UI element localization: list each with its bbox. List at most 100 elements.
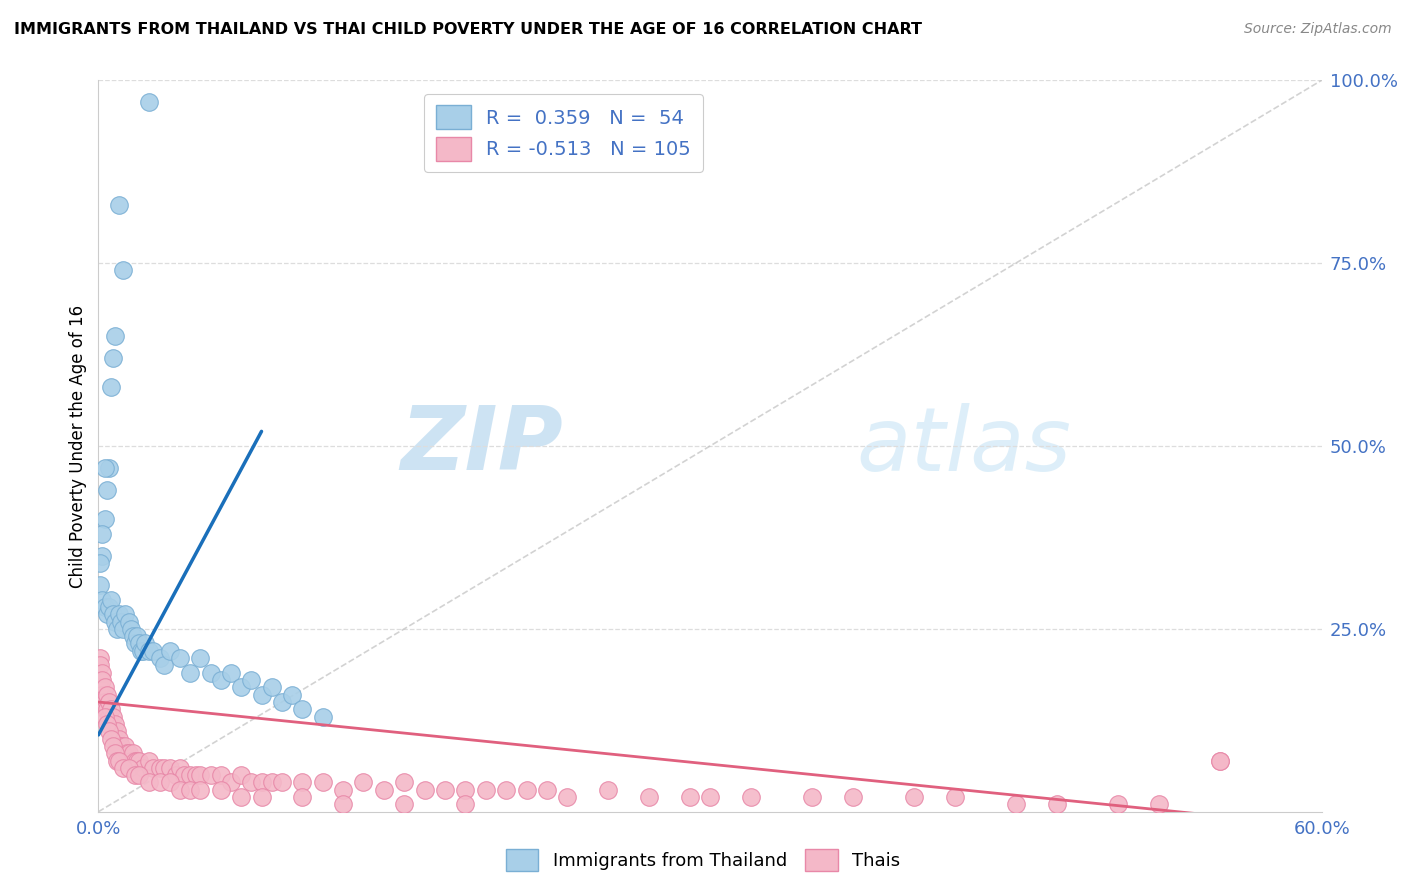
Point — [97, 695, 120, 709]
Point — [188, 768, 212, 782]
Point — [114, 607, 136, 622]
Point — [536, 782, 558, 797]
Point — [89, 673, 111, 687]
Point — [91, 665, 114, 680]
Point — [124, 754, 146, 768]
Point — [179, 782, 201, 797]
Point — [100, 731, 122, 746]
Point — [96, 483, 118, 497]
Point — [100, 717, 122, 731]
Point — [209, 768, 232, 782]
Point — [260, 775, 283, 789]
Point — [138, 775, 160, 789]
Point — [332, 797, 354, 812]
Point — [231, 790, 253, 805]
Point — [115, 746, 138, 760]
Point — [152, 658, 174, 673]
Text: atlas: atlas — [856, 403, 1071, 489]
Point — [89, 658, 111, 673]
Point — [392, 797, 416, 812]
Point — [903, 790, 925, 805]
Point — [186, 768, 208, 782]
Point — [495, 782, 517, 797]
Point — [105, 724, 128, 739]
Point — [260, 681, 283, 695]
Point — [231, 768, 253, 782]
Point — [127, 754, 149, 768]
Point — [93, 702, 115, 716]
Point — [841, 790, 863, 805]
Point — [108, 731, 131, 746]
Point — [149, 775, 172, 789]
Point — [219, 665, 242, 680]
Point — [118, 615, 141, 629]
Point — [152, 761, 174, 775]
Point — [179, 665, 201, 680]
Point — [91, 592, 114, 607]
Point — [100, 592, 122, 607]
Point — [111, 622, 134, 636]
Point — [104, 746, 127, 760]
Point — [96, 607, 118, 622]
Point — [91, 673, 114, 687]
Point — [124, 636, 146, 650]
Point — [138, 754, 160, 768]
Point — [108, 739, 131, 753]
Point — [110, 615, 132, 629]
Legend: R =  0.359   N =  54, R = -0.513   N = 105: R = 0.359 N = 54, R = -0.513 N = 105 — [425, 94, 703, 172]
Point — [159, 761, 181, 775]
Point — [173, 768, 195, 782]
Point — [118, 761, 141, 775]
Point — [200, 665, 222, 680]
Point — [240, 775, 263, 789]
Point — [132, 761, 155, 775]
Point — [89, 651, 111, 665]
Point — [740, 790, 762, 805]
Point — [100, 702, 122, 716]
Point — [169, 761, 191, 775]
Point — [281, 688, 304, 702]
Point — [97, 461, 120, 475]
Point — [434, 782, 457, 797]
Point — [352, 775, 374, 789]
Point — [101, 607, 124, 622]
Point — [231, 681, 253, 695]
Point — [1045, 797, 1069, 812]
Point — [332, 782, 354, 797]
Legend: Immigrants from Thailand, Thais: Immigrants from Thailand, Thais — [499, 842, 907, 879]
Point — [209, 782, 232, 797]
Point — [165, 768, 187, 782]
Point — [801, 790, 824, 805]
Point — [104, 731, 127, 746]
Point — [373, 782, 395, 797]
Point — [270, 775, 294, 789]
Text: IMMIGRANTS FROM THAILAND VS THAI CHILD POVERTY UNDER THE AGE OF 16 CORRELATION C: IMMIGRANTS FROM THAILAND VS THAI CHILD P… — [14, 22, 922, 37]
Point — [91, 695, 114, 709]
Point — [516, 782, 538, 797]
Point — [89, 695, 111, 709]
Point — [111, 263, 134, 277]
Point — [699, 790, 721, 805]
Y-axis label: Child Poverty Under the Age of 16: Child Poverty Under the Age of 16 — [69, 304, 87, 588]
Point — [97, 599, 120, 614]
Point — [104, 615, 127, 629]
Point — [128, 636, 150, 650]
Text: Source: ZipAtlas.com: Source: ZipAtlas.com — [1244, 22, 1392, 37]
Point — [169, 651, 191, 665]
Point — [93, 512, 115, 526]
Point — [413, 782, 436, 797]
Point — [209, 673, 232, 687]
Point — [93, 695, 115, 709]
Point — [159, 775, 181, 789]
Point — [96, 688, 118, 702]
Point — [96, 702, 118, 716]
Point — [93, 461, 115, 475]
Point — [149, 651, 172, 665]
Point — [97, 724, 120, 739]
Point — [179, 768, 201, 782]
Point — [169, 782, 191, 797]
Point — [105, 739, 128, 753]
Point — [250, 688, 273, 702]
Point — [91, 688, 114, 702]
Point — [138, 95, 160, 110]
